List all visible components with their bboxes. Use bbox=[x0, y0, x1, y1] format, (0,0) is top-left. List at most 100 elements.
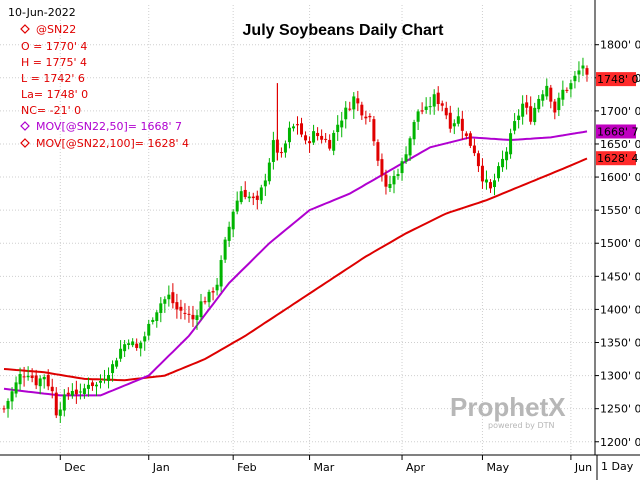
candle-body bbox=[107, 375, 111, 381]
candle bbox=[6, 398, 10, 418]
candle bbox=[219, 255, 223, 292]
candle bbox=[175, 293, 179, 319]
candle-body bbox=[50, 386, 54, 392]
candle bbox=[90, 380, 94, 391]
candle bbox=[404, 146, 408, 164]
candle-body bbox=[316, 132, 320, 137]
candle-body bbox=[291, 126, 295, 129]
candle bbox=[581, 57, 585, 77]
candle bbox=[26, 366, 30, 381]
candle-body bbox=[468, 133, 472, 146]
candle bbox=[151, 317, 155, 325]
price-tag-box bbox=[596, 124, 636, 139]
candlestick-series bbox=[2, 57, 589, 423]
candle bbox=[2, 405, 6, 413]
candle-body bbox=[424, 106, 428, 110]
candle-body bbox=[111, 364, 115, 374]
candle bbox=[525, 94, 529, 115]
candle bbox=[320, 129, 324, 144]
low-value: L = 1742' 6 bbox=[21, 72, 85, 85]
candle-body bbox=[167, 294, 171, 300]
candle bbox=[34, 369, 38, 390]
candle bbox=[340, 111, 344, 138]
candle-body bbox=[493, 180, 497, 188]
candle bbox=[412, 119, 416, 146]
chart-symbol: @SN22 bbox=[36, 23, 76, 36]
candle bbox=[448, 105, 452, 133]
candle-body bbox=[436, 92, 440, 105]
candle bbox=[135, 338, 139, 351]
candle bbox=[549, 84, 553, 109]
candle bbox=[171, 283, 175, 309]
candle-body bbox=[533, 107, 537, 123]
moving-average-100 bbox=[3, 157, 588, 382]
candle bbox=[94, 382, 98, 397]
candle-body bbox=[42, 376, 46, 380]
candle bbox=[155, 310, 159, 328]
candle-body bbox=[239, 191, 243, 203]
candle bbox=[22, 366, 26, 387]
mov50-line bbox=[3, 130, 588, 397]
candle bbox=[513, 113, 517, 135]
x-axis-panel bbox=[0, 455, 640, 480]
candle bbox=[545, 78, 549, 100]
candle-body bbox=[259, 187, 263, 201]
candle-body bbox=[585, 68, 589, 75]
candle-body bbox=[460, 118, 464, 131]
candle bbox=[199, 293, 203, 321]
y-tick-label: 1700' 0 bbox=[600, 105, 640, 118]
candle bbox=[251, 192, 255, 206]
y-tick-label: 1250' 0 bbox=[600, 403, 640, 416]
candle-body bbox=[332, 132, 336, 151]
candle-body bbox=[501, 158, 505, 168]
candle-body bbox=[267, 162, 271, 182]
candle-body bbox=[304, 135, 308, 141]
y-tick-label: 1800' 0 bbox=[600, 39, 640, 52]
candle bbox=[42, 374, 46, 389]
candle-body bbox=[151, 319, 155, 322]
candle-body bbox=[364, 116, 368, 119]
candle-body bbox=[175, 302, 179, 310]
candle-body bbox=[255, 195, 259, 200]
candle bbox=[344, 101, 348, 129]
candle bbox=[74, 380, 78, 404]
candle-body bbox=[58, 409, 62, 416]
candle bbox=[82, 383, 86, 399]
candle bbox=[332, 130, 336, 156]
candle-body bbox=[505, 151, 509, 161]
candle-body bbox=[94, 384, 98, 387]
candle-body bbox=[408, 138, 412, 156]
candle-body bbox=[521, 103, 525, 117]
candle bbox=[493, 173, 497, 196]
candle bbox=[131, 338, 135, 348]
candle-body bbox=[123, 344, 127, 352]
candle bbox=[436, 86, 440, 111]
candle bbox=[279, 147, 283, 158]
watermark-sub: powered by DTN bbox=[488, 421, 554, 430]
candle bbox=[239, 186, 243, 205]
candle-body bbox=[352, 96, 356, 110]
candle-body bbox=[432, 94, 436, 107]
x-tick-label: Jan bbox=[152, 461, 170, 474]
candle-body bbox=[372, 119, 376, 142]
candle-body bbox=[569, 83, 573, 90]
candle bbox=[472, 138, 476, 157]
x-tick-label: Mar bbox=[314, 461, 335, 474]
candle bbox=[553, 98, 557, 120]
candle bbox=[86, 377, 90, 397]
candle bbox=[396, 168, 400, 180]
candle bbox=[376, 139, 380, 167]
candle-body bbox=[30, 375, 34, 378]
candle-body bbox=[62, 394, 66, 411]
candle bbox=[147, 319, 151, 341]
candle bbox=[243, 181, 247, 200]
candle-body bbox=[509, 133, 513, 155]
candle-body bbox=[537, 98, 541, 110]
candle bbox=[291, 123, 295, 132]
mov100-label: MOV[@SN22,100]= 1628' 4 bbox=[36, 137, 189, 150]
candle-body bbox=[553, 101, 557, 113]
candle bbox=[428, 96, 432, 115]
candle bbox=[50, 378, 54, 399]
candle-body bbox=[203, 301, 207, 303]
candle-body bbox=[18, 373, 22, 385]
